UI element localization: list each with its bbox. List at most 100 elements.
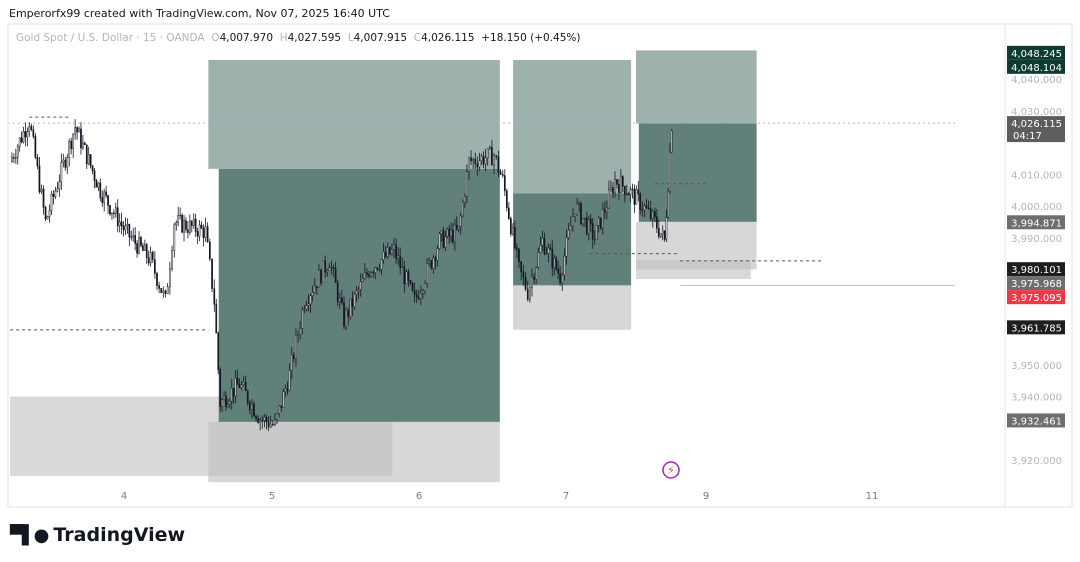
candle-body [97, 182, 100, 188]
candle-body [478, 160, 481, 168]
position-entry-box [513, 193, 632, 286]
price-tick-label: 4,000.000 [1011, 202, 1062, 213]
candle-body [376, 267, 379, 270]
candle-body [206, 226, 209, 243]
time-tick-label: 7 [563, 491, 569, 502]
time-tick-label: 9 [703, 491, 709, 502]
candle-body [303, 308, 306, 311]
candle-body [332, 267, 335, 269]
candle-body [343, 302, 345, 327]
candle-body [22, 131, 25, 143]
candle-body [215, 303, 218, 334]
candle-body [654, 211, 656, 218]
candle-body [34, 136, 37, 158]
candle-body [643, 205, 646, 211]
high-label: H [279, 32, 288, 44]
candle-body [177, 215, 180, 223]
candle-body [74, 127, 77, 135]
candle-body [576, 203, 578, 215]
candle-body [120, 221, 123, 227]
candle-body [597, 217, 600, 226]
candle-body [434, 257, 437, 261]
candle-body [586, 217, 588, 234]
candle-body [204, 226, 207, 238]
candle-body [50, 193, 53, 212]
price-label-badge [1007, 45, 1065, 60]
candle-body [16, 146, 19, 158]
candle-body [620, 176, 622, 193]
candle-body [378, 269, 381, 271]
candle-body [474, 158, 477, 165]
price-label-text: 4,026.115 [1011, 119, 1062, 130]
candle-body [593, 238, 596, 241]
candle-body [629, 189, 632, 196]
candle-body [198, 224, 201, 237]
price-label-text: 3,975.968 [1011, 279, 1062, 290]
candle-body [397, 255, 399, 259]
candle-body [211, 258, 213, 289]
candle-body [508, 207, 510, 219]
candle-body [269, 423, 272, 428]
price-label-text: 4,048.245 [1011, 49, 1062, 60]
candle-body [299, 328, 301, 335]
candle-body [349, 298, 352, 317]
candle-body [391, 249, 393, 255]
lightning-icon[interactable] [662, 461, 680, 479]
candle-body [44, 206, 47, 220]
candle-body [374, 267, 377, 273]
candle-body [426, 263, 428, 284]
candle-body [105, 191, 107, 196]
candle-body [430, 260, 433, 269]
candle-body [336, 282, 339, 302]
logo-text: TradingView [53, 524, 186, 546]
candle-body [149, 251, 152, 264]
candle-body [545, 253, 548, 255]
candle-body [529, 287, 531, 300]
candle-body [267, 421, 270, 428]
chart-frame [7, 23, 1073, 508]
candle-body [345, 310, 347, 327]
price-label-text: 3,961.785 [1011, 323, 1062, 334]
candle-body [305, 305, 308, 310]
candle-body [446, 228, 449, 237]
candle-body [440, 230, 443, 235]
candle-body [464, 196, 466, 203]
candle-body [466, 171, 468, 197]
candle-body [612, 187, 614, 194]
candle-body [143, 244, 146, 251]
candle-body [384, 251, 387, 258]
candle-body [614, 179, 616, 194]
candle-body [330, 267, 333, 269]
candle-body [156, 273, 158, 286]
candle-body [160, 288, 163, 293]
candle-body [221, 399, 223, 407]
candle-body [541, 238, 544, 246]
candle-body [181, 214, 183, 233]
candle-body [438, 233, 441, 249]
candle-body [83, 142, 86, 146]
candle-body [459, 215, 462, 227]
candle-body [202, 227, 205, 238]
symbol-name[interactable]: Gold Spot / U.S. Dollar · 15 · OANDA [16, 32, 205, 44]
candle-body [610, 187, 612, 191]
candle-body [450, 229, 452, 237]
time-tick-label: 5 [269, 491, 275, 502]
candle-body [187, 229, 189, 233]
candle-body [194, 218, 197, 232]
candle-body [388, 247, 391, 255]
candle-body [667, 190, 670, 218]
candle-body [292, 354, 295, 359]
candle-body [631, 188, 634, 191]
candle-body [140, 237, 142, 246]
candle-body [196, 231, 199, 237]
candle-body [313, 285, 316, 293]
candle-body [535, 267, 538, 280]
candle-body [657, 227, 660, 237]
candle-body [80, 128, 82, 149]
candle-body [14, 156, 17, 159]
candle-body [130, 236, 133, 238]
candle-body [284, 388, 287, 393]
candle-body [13, 157, 15, 159]
position-target-box [636, 50, 757, 124]
